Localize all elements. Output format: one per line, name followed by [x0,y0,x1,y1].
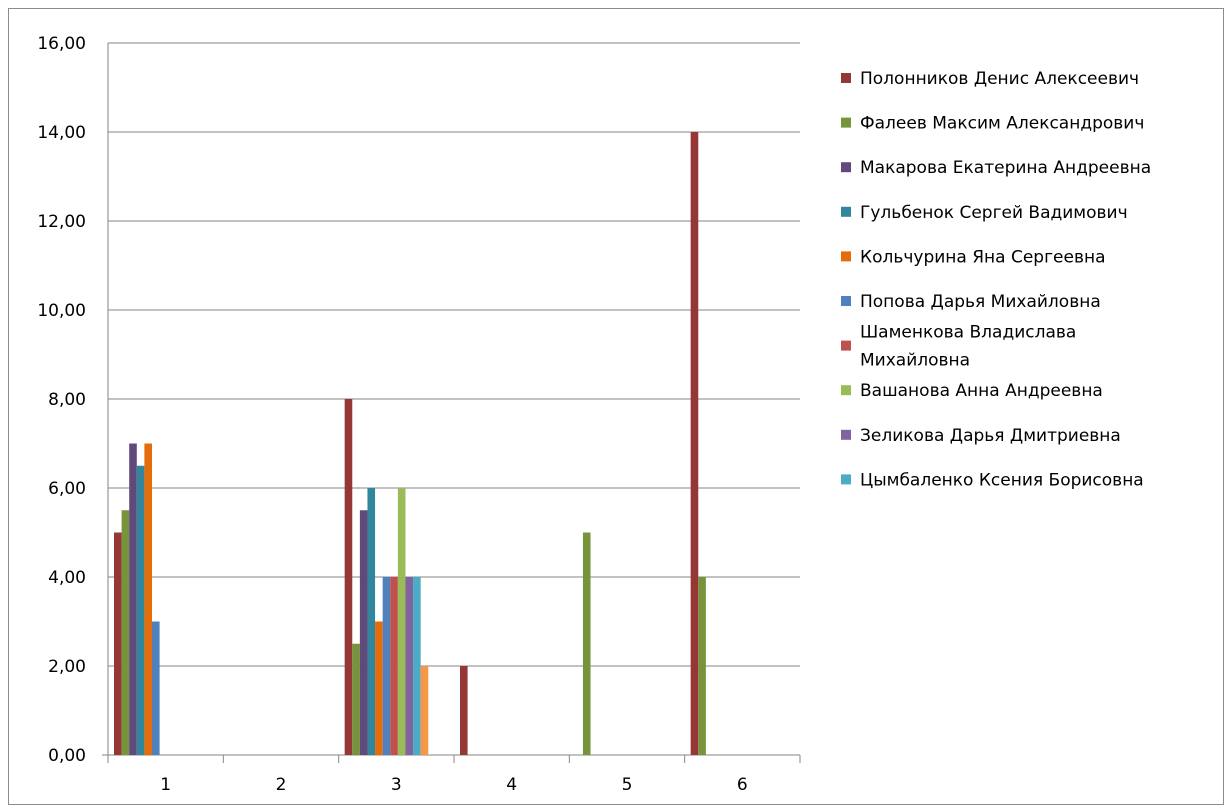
bar [367,488,376,755]
y-tick-label: 10,00 [37,301,86,321]
legend-label: Зеликова Дарья Дмитриевна [860,426,1121,446]
bar [352,643,360,755]
y-tick-label: 14,00 [37,123,86,143]
legend-swatch [841,73,851,83]
legend-label: Цымбаленко Ксения Борисовна [860,470,1144,490]
bar [382,577,391,755]
y-tick-label: 6,00 [48,479,86,499]
legend-label: Кольчурина Яна Сергеевна [860,247,1106,267]
bar [359,510,368,755]
legend-label: Полонников Денис Алексеевич [860,69,1139,89]
y-tick-label: 4,00 [48,568,86,588]
legend-swatch [841,206,851,217]
bar [375,621,383,755]
legend-label: Фалеев Максим Александрович [860,114,1144,134]
legend-label: Макарова Екатерина Андреевна [860,158,1151,178]
legend-label: Попова Дарья Михайловна [860,292,1101,312]
bar [144,443,152,755]
bar [152,621,160,755]
legend-swatch [841,385,851,396]
bar [420,666,429,755]
legend-swatch [841,474,851,485]
bar [690,132,699,755]
legend-swatch [841,117,851,128]
bar [136,465,145,755]
bar [698,577,706,755]
legend-label: Вашанова Анна Андреевна [860,381,1103,401]
bar [390,577,398,755]
legend-swatch [841,429,851,440]
bar [114,532,122,755]
x-tick-label: 1 [160,775,171,795]
bar [413,577,421,755]
bar [397,488,406,755]
legend-swatch [841,251,851,262]
bar [460,666,468,755]
x-tick-label: 4 [506,775,517,795]
x-tick-label: 6 [737,775,748,795]
bar [582,532,591,755]
x-tick-label: 2 [276,775,287,795]
x-tick-label: 3 [391,775,402,795]
x-tick-label: 5 [622,775,633,795]
chart-frame [8,8,1224,805]
legend-swatch [841,162,851,173]
y-tick-label: 8,00 [48,390,86,410]
y-tick-label: 12,00 [37,212,86,232]
bar [129,443,137,755]
bar [121,510,130,755]
legend-swatch [841,340,851,351]
legend-label: Шаменкова Владислава Михайловна [860,323,1076,371]
legend-label: Гульбенок Сергей Вадимович [860,203,1128,223]
legend-swatch [841,296,851,306]
bar [405,577,414,755]
bar [344,399,353,755]
y-tick-label: 2,00 [48,657,86,677]
y-tick-label: 16,00 [37,34,86,54]
y-tick-label: 0,00 [48,746,86,766]
